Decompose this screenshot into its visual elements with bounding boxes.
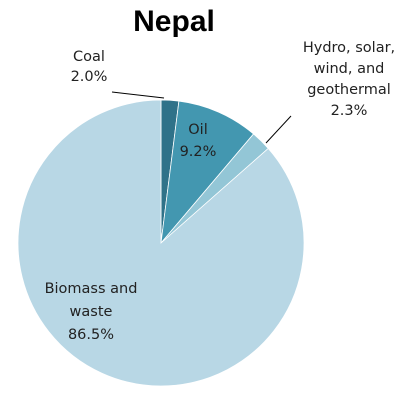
leader-lines (111, 91, 292, 144)
slice-label-oil: Oil 9.2% (180, 122, 217, 160)
pie-slice-biomass-and-waste (17, 99, 305, 387)
slice-label-coal: Coal 2.0% (71, 49, 108, 85)
leader-line-coal (111, 91, 165, 99)
slice-label-hydro-solar-wind-and-geothermal: Hydro, solar, wind, and geothermal 2.3% (303, 40, 395, 119)
slice-labels: Coal 2.0% Oil 9.2% Hydro, solar, wind, and geo… (45, 40, 396, 343)
pie-slice-oil (160, 100, 255, 245)
pie-slices (17, 99, 305, 387)
chart-title: Nepal (133, 5, 215, 38)
leader-line-hydro-solar-wind-and-geothermal (265, 115, 292, 144)
slice-label-biomass-and-waste: Biomass and waste 86.5% (45, 281, 138, 343)
